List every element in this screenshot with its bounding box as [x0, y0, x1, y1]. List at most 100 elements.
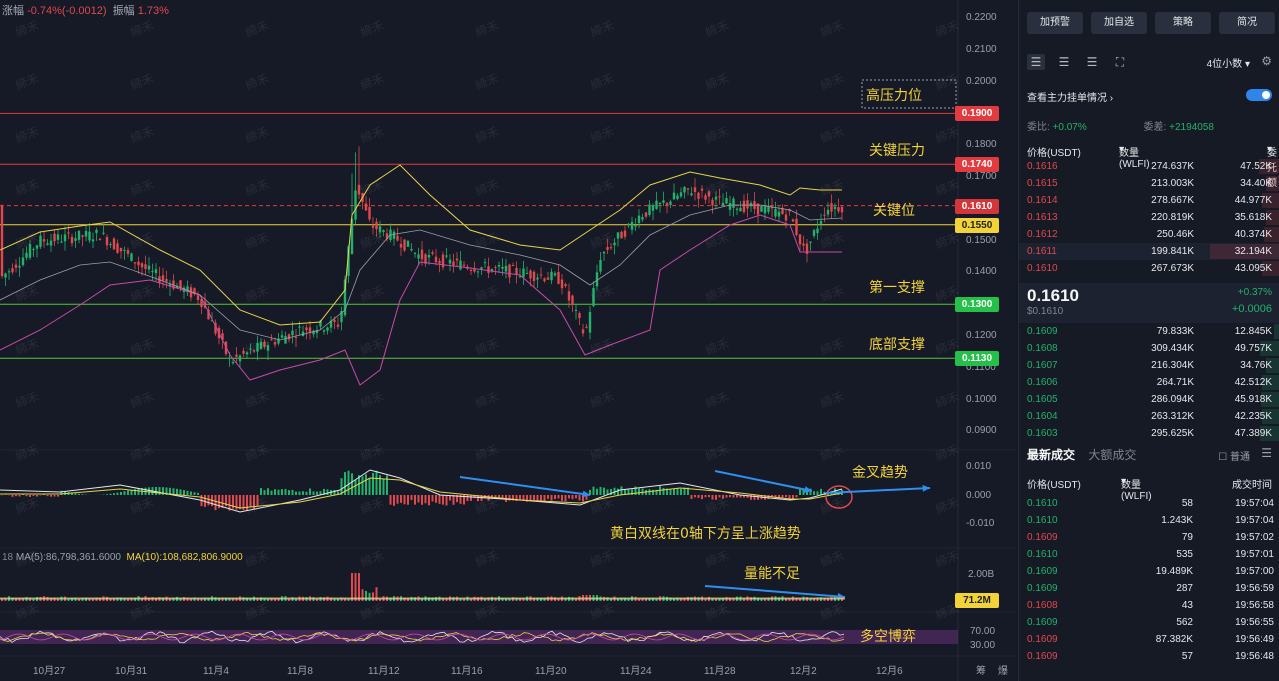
macd-bar	[123, 491, 126, 495]
decimal-select[interactable]: 4位小数 ▾	[1206, 59, 1250, 70]
settings-gear-icon[interactable]: ⚙	[1261, 54, 1272, 68]
candle-body	[655, 200, 658, 209]
bid-row[interactable]: 0.1607 216.304K 34.76K	[1019, 357, 1279, 374]
macd-bar	[193, 492, 196, 495]
trade-row: 0.1609 562 19:56:55	[1019, 614, 1279, 631]
macd-bar	[564, 495, 567, 502]
ask-row[interactable]: 0.1611 199.841K 32.194K	[1019, 243, 1279, 260]
normal-checkbox[interactable]: ☐ 普通	[1218, 452, 1250, 463]
ob-total: 45.918K	[1234, 394, 1272, 405]
candle-body	[354, 190, 357, 220]
volume-bar	[270, 597, 273, 601]
candle-body	[49, 240, 53, 246]
add-watchlist-button[interactable]: 加自选	[1091, 12, 1147, 34]
trade-header-qty[interactable]: 数量(WLFI) ▾	[1121, 476, 1152, 502]
candle-body	[410, 248, 413, 251]
candle-body	[473, 268, 476, 272]
overview-button[interactable]: 简况	[1219, 12, 1275, 34]
macd-bar	[375, 470, 378, 495]
candle-body	[424, 254, 427, 264]
macd-bar	[25, 495, 28, 497]
macd-bar	[309, 488, 311, 495]
date-label: 11月8	[287, 666, 313, 677]
macd-bar	[417, 495, 420, 503]
strategy-button[interactable]: 策略	[1155, 12, 1211, 34]
macd-bar	[361, 476, 364, 495]
bid-row[interactable]: 0.1604 263.312K 42.235K	[1019, 408, 1279, 425]
candle-body	[259, 342, 263, 349]
layout-split-icon[interactable]: ☰	[1027, 54, 1045, 70]
macd-bar	[29, 495, 31, 497]
candle-body	[284, 335, 287, 344]
chip-label[interactable]: 筹	[976, 666, 986, 677]
candle-body	[340, 311, 343, 323]
macd-bar	[274, 489, 276, 495]
tab-latest-trades[interactable]: 最新成交	[1027, 448, 1076, 462]
macd-bar	[669, 489, 672, 495]
candle-body	[420, 249, 424, 260]
layout-bid-icon[interactable]: ☰	[1058, 55, 1070, 69]
ob-qty: 213.003K	[1151, 178, 1194, 189]
bid-row[interactable]: 0.1608 309.434K 49.757K	[1019, 340, 1279, 357]
price-axis-label: 0.2200	[966, 12, 997, 23]
ob-header-total[interactable]: 委托额 ▾	[1266, 144, 1277, 189]
chart-canvas[interactable]	[0, 0, 1016, 681]
date-label: 11月24	[620, 666, 652, 677]
macd-bar	[186, 490, 189, 495]
volume-bar	[179, 598, 182, 601]
ask-row[interactable]: 0.1610 267.673K 43.095K	[1019, 260, 1279, 277]
tab-large-trades[interactable]: 大额成交	[1088, 448, 1137, 462]
filter-icon[interactable]: ☰	[1261, 446, 1272, 460]
macd-bar	[400, 495, 402, 503]
trade-time: 19:57:02	[1235, 532, 1274, 543]
macd-bar	[291, 489, 294, 495]
macd-bar	[526, 495, 528, 502]
macd-bar	[71, 492, 73, 495]
candle-body	[711, 199, 714, 206]
candle-body	[641, 217, 644, 220]
ask-row[interactable]: 0.1613 220.819K 35.618K	[1019, 209, 1279, 226]
bid-row[interactable]: 0.1609 79.833K 12.845K	[1019, 323, 1279, 340]
candle-body	[39, 235, 42, 247]
macd-bar	[438, 495, 441, 504]
candle-body	[718, 196, 721, 198]
volume-bar	[50, 597, 52, 601]
volume-bar	[774, 596, 777, 601]
volume-bar	[757, 597, 759, 601]
macd-bar	[512, 495, 514, 501]
ask-row[interactable]: 0.1612 250.46K 40.374K	[1019, 226, 1279, 243]
candle-body	[333, 319, 336, 322]
ob-header-qty[interactable]: 数量 (WLFI) ▾	[1119, 144, 1150, 170]
macd-bar	[81, 494, 84, 495]
layout-ask-icon[interactable]: ☰	[1086, 55, 1098, 69]
arrow-macd-left-head	[582, 490, 590, 498]
candle-body	[112, 238, 116, 250]
macd-bar	[561, 495, 563, 501]
volume-bar	[652, 597, 654, 601]
ob-price: 0.1610	[1027, 263, 1058, 274]
ask-row[interactable]: 0.1614 278.667K 44.977K	[1019, 192, 1279, 209]
ob-total: 47.52K	[1240, 161, 1272, 172]
trade-price: 0.1609	[1027, 617, 1058, 628]
volume-bar	[71, 598, 73, 601]
bid-row[interactable]: 0.1603 295.625K 47.389K	[1019, 425, 1279, 442]
add-alert-button[interactable]: 加预警	[1027, 12, 1083, 34]
depth-toggle[interactable]	[1246, 89, 1272, 101]
ask-row[interactable]: 0.1615 213.003K 34.40K	[1019, 175, 1279, 192]
ob-qty: 199.841K	[1151, 246, 1194, 257]
bid-row[interactable]: 0.1605 286.094K 45.918K	[1019, 391, 1279, 408]
macd-bar	[333, 489, 336, 495]
liquidation-label[interactable]: 爆	[998, 666, 1008, 677]
kline-chart-area[interactable]: 涨幅 -0.74%(-0.0012) 振幅 1.73% 0.2200 0.2100…	[0, 0, 1016, 681]
trade-row: 0.1609 19.489K 19:57:00	[1019, 563, 1279, 580]
ask-row[interactable]: 0.1616 274.637K 47.52K	[1019, 158, 1279, 175]
volume-bar	[648, 598, 651, 601]
candle-body	[767, 205, 770, 212]
ob-qty: 286.094K	[1151, 394, 1194, 405]
macd-bar	[396, 495, 399, 504]
bid-row[interactable]: 0.1606 264.71K 42.512K	[1019, 374, 1279, 391]
macd-bar	[435, 495, 437, 503]
layout-expand-icon[interactable]: ⛶	[1115, 55, 1125, 69]
candle-body	[462, 264, 466, 266]
volume-bar	[288, 598, 290, 601]
